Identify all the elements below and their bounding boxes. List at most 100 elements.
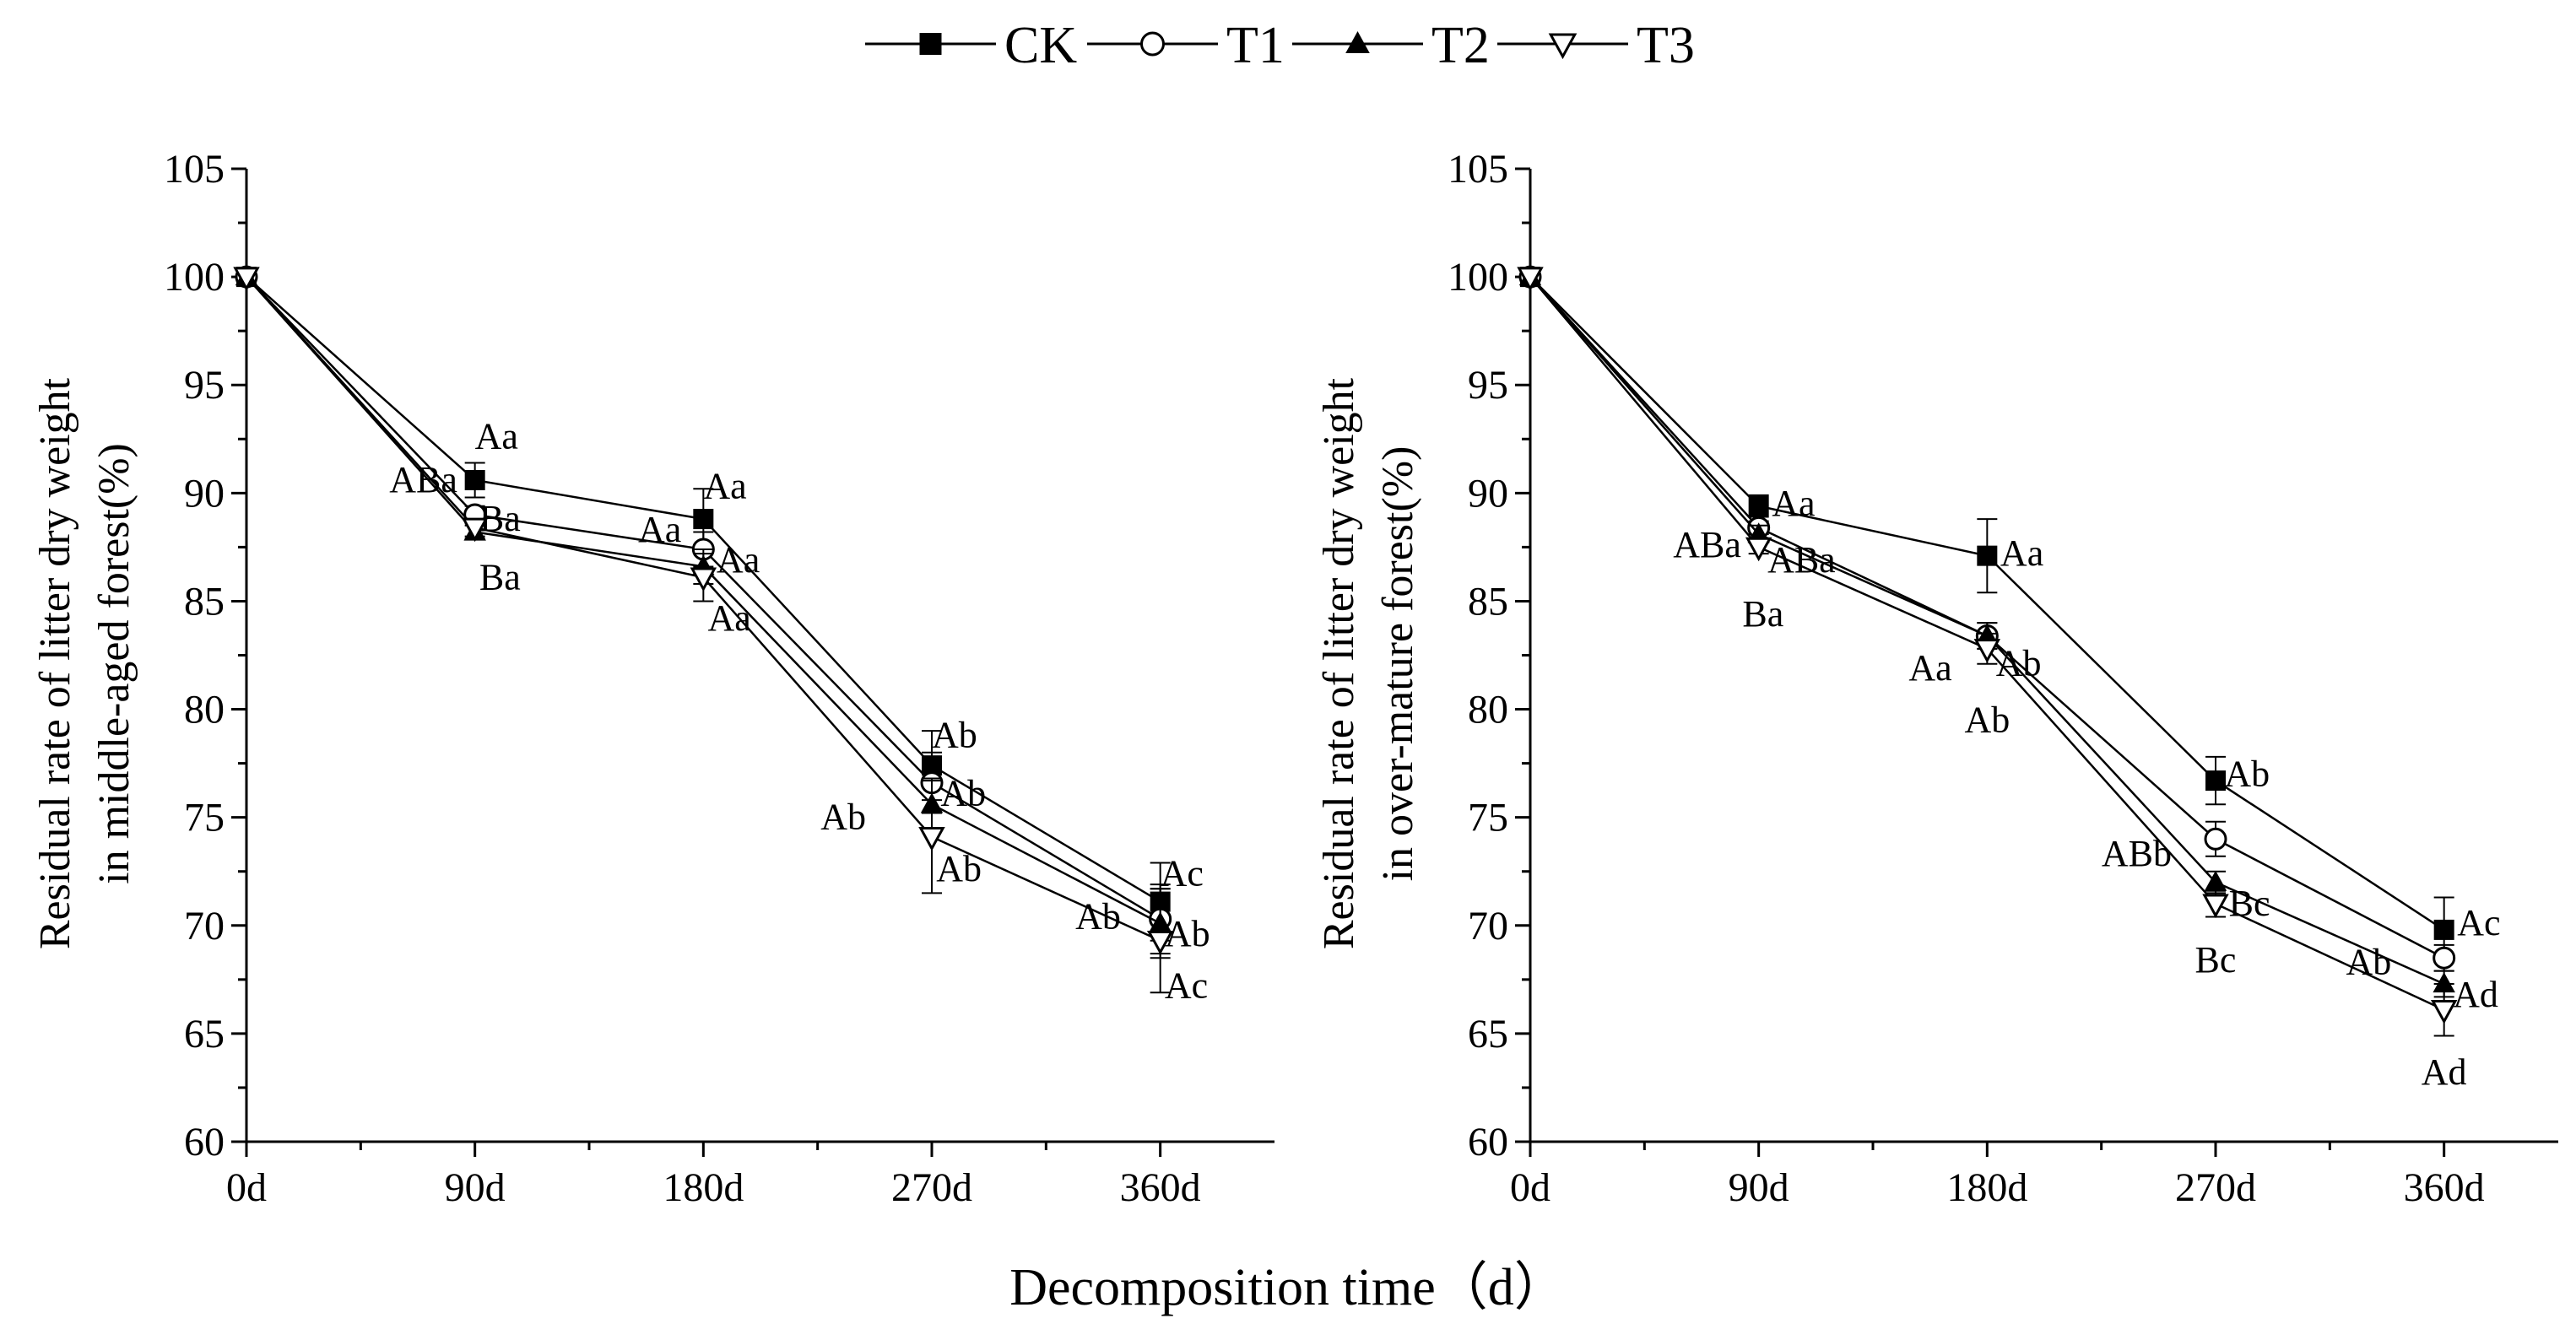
y-tick-label: 65 — [1468, 1012, 1508, 1056]
x-tick-label: 270d — [891, 1165, 972, 1210]
y-axis-label-line-2: in middle-aged forest(%) — [90, 443, 138, 884]
significance-label: Ab — [932, 714, 977, 755]
y-tick-label: 95 — [1468, 363, 1508, 408]
y-tick-label: 60 — [1468, 1120, 1508, 1164]
legend-label-ck: CK — [1004, 17, 1077, 74]
y-axis-label-line-2: in over-mature forest(%) — [1374, 446, 1422, 882]
significance-label: Ad — [2422, 1051, 2467, 1093]
significance-label: Bc — [2229, 883, 2270, 924]
series-line-t3 — [246, 276, 1161, 942]
significance-label: Aa — [708, 597, 751, 639]
significance-label: Ba — [1742, 593, 1783, 635]
legend-marker-ck — [919, 33, 942, 55]
data-point-ck — [464, 469, 485, 490]
legend-label-t3: T3 — [1637, 17, 1695, 74]
significance-label: Aa — [703, 466, 746, 507]
significance-label: ABa — [389, 459, 457, 500]
y-tick-label: 75 — [1468, 796, 1508, 840]
significance-label: Ac — [1165, 965, 1208, 1007]
y-tick-label: 90 — [184, 471, 225, 516]
legend-marker-t2 — [1345, 31, 1370, 54]
x-tick-label: 180d — [663, 1165, 744, 1210]
legend-label-t1: T1 — [1226, 17, 1285, 74]
data-point-t3 — [1973, 639, 2001, 663]
significance-label: Ac — [1161, 852, 1204, 894]
significance-label: Aa — [638, 509, 681, 550]
chart-middle-aged: 60 65 70 75 80 85 90 95 100 105 0d 90d 180d 270d 360d R… — [31, 147, 1274, 1210]
significance-label: Ab — [1075, 896, 1121, 937]
data-point-t2 — [2433, 972, 2455, 993]
y-tick-label: 65 — [184, 1012, 225, 1056]
significance-label: Ab — [820, 797, 866, 838]
data-point-t3 — [2430, 1000, 2458, 1024]
legend-marker-t3 — [1548, 33, 1578, 60]
data-point-t3 — [1517, 267, 1544, 292]
x-tick-label: 270d — [2175, 1165, 2256, 1210]
data-point-t3 — [2202, 894, 2229, 919]
data-point-ck — [1748, 495, 1769, 516]
series-line-t1 — [1529, 276, 2445, 959]
x-axis-label: Decomposition time（d） — [1009, 1259, 1567, 1316]
y-tick-label: 105 — [1448, 147, 1508, 192]
data-point-ck — [2205, 770, 2226, 792]
significance-label: Ab — [2224, 753, 2270, 794]
data-point-t3 — [233, 267, 260, 292]
y-tick-label: 85 — [184, 579, 225, 624]
legend-label-t2: T2 — [1431, 17, 1490, 74]
significance-label: Ac — [2457, 902, 2500, 943]
significance-label: Ab — [1964, 699, 2010, 740]
significance-label: Ab — [940, 772, 986, 813]
significance-label: Aa — [2000, 532, 2043, 574]
y-tick-label: 60 — [184, 1120, 225, 1164]
data-point-t1 — [2204, 827, 2227, 851]
significance-label: Aa — [1908, 647, 1951, 689]
significance-label: Ba — [479, 556, 521, 597]
y-tick-label: 75 — [184, 796, 225, 840]
y-tick-label: 90 — [1468, 471, 1508, 516]
x-tick-label: 90d — [445, 1165, 506, 1210]
x-tick-label: 0d — [226, 1165, 267, 1210]
x-tick-label: 360d — [2404, 1165, 2485, 1210]
y-tick-label: 100 — [164, 255, 225, 300]
y-axis-label-line-1: Residual rate of litter dry weight — [1315, 377, 1363, 949]
x-tick-label: 180d — [1946, 1165, 2027, 1210]
y-tick-label: 80 — [1468, 688, 1508, 732]
data-point-t3 — [1745, 537, 1772, 562]
significance-label: Bc — [2195, 939, 2237, 981]
significance-label: ABb — [2102, 833, 2172, 874]
y-tick-label: 105 — [164, 147, 225, 192]
chart-over-mature: 60 65 70 75 80 85 90 95 100 105 0d 90d 180d 270d 360d R… — [1315, 147, 2558, 1210]
data-point-ck — [1977, 545, 1998, 566]
data-point-t3 — [690, 567, 717, 592]
y-tick-label: 70 — [184, 904, 225, 948]
significance-label: Aa — [1772, 483, 1815, 524]
y-tick-label: 70 — [1468, 904, 1508, 948]
data-point-t3 — [461, 517, 489, 543]
y-tick-label: 100 — [1448, 255, 1508, 300]
y-axis-label-line-1: Residual rate of litter dry weight — [31, 377, 79, 949]
significance-label: ABa — [1767, 539, 1836, 581]
significance-label: Ad — [2453, 974, 2498, 1015]
data-point-t2 — [2204, 870, 2227, 891]
significance-label: Ab — [1165, 913, 1210, 954]
data-point-ck — [2433, 919, 2454, 940]
significance-label: Ba — [479, 498, 521, 539]
x-tick-label: 0d — [1510, 1165, 1550, 1210]
significance-label: Aa — [717, 539, 760, 581]
x-tick-label: 90d — [1729, 1165, 1789, 1210]
y-tick-label: 80 — [184, 688, 225, 732]
significance-label: Ab — [936, 848, 982, 889]
legend: CK T1 T2 T3 — [865, 17, 1695, 74]
data-point-t3 — [1146, 931, 1174, 955]
significance-label: Ab — [2346, 941, 2391, 982]
data-point-t1 — [2433, 946, 2456, 970]
significance-label: Ab — [1996, 643, 2042, 684]
series-line-ck — [1529, 276, 2445, 931]
y-tick-label: 95 — [184, 363, 225, 408]
legend-marker-t1 — [1140, 31, 1165, 57]
significance-label: Aa — [475, 416, 518, 457]
y-tick-label: 85 — [1468, 579, 1508, 624]
data-point-ck — [693, 509, 714, 530]
